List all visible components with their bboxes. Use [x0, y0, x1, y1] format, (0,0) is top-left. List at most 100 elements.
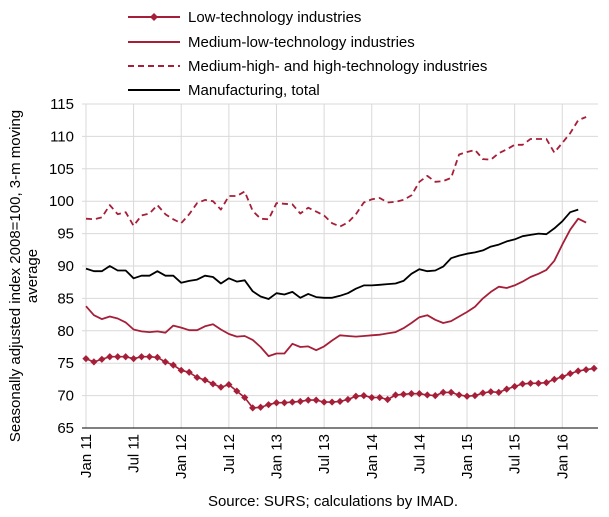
legend: Low-technology industries Medium-low-tech…: [128, 9, 487, 99]
data-point: [415, 390, 423, 398]
data-point: [201, 376, 209, 384]
data-point: [233, 387, 241, 395]
data-point: [257, 403, 265, 411]
data-point: [376, 393, 384, 402]
data-point: [241, 393, 249, 402]
y-tick-label: 95: [57, 226, 74, 243]
data-point: [225, 380, 233, 389]
data-point: [320, 398, 328, 406]
data-point: [511, 382, 519, 391]
data-point: [114, 353, 122, 361]
data-point: [264, 401, 273, 409]
data-point: [82, 355, 90, 363]
data-point: [495, 388, 503, 396]
y-tick-label: 65: [57, 420, 74, 437]
data-point: [407, 390, 416, 398]
series-line-3: [85, 208, 579, 300]
data-point: [209, 380, 217, 388]
y-tick-label: 85: [57, 290, 74, 307]
data-point: [423, 391, 431, 399]
data-point: [336, 397, 344, 406]
x-tick-label: Jan 12: [173, 434, 190, 479]
legend-label: Medium-high- and high-technology industr…: [188, 58, 487, 75]
data-point: [217, 383, 225, 391]
data-point: [280, 399, 289, 407]
data-point: [479, 389, 487, 397]
x-tick-label: Jul 13: [316, 434, 333, 474]
data-point: [193, 373, 201, 382]
y-tick-label: 105: [49, 161, 74, 178]
data-point: [344, 395, 352, 404]
x-tick-label: Jan 16: [554, 434, 571, 479]
axes: 65 70 75 80 85 90 95 100 105 110 115 Jan 11 Jul 11 Ja…: [49, 96, 598, 479]
data-point: [161, 358, 169, 366]
data-point: [463, 392, 471, 400]
data-point: [391, 391, 400, 399]
data-point: [98, 355, 106, 363]
y-tick-label: 70: [57, 388, 74, 405]
data-point: [106, 353, 114, 361]
data-point: [90, 358, 98, 366]
data-point: [288, 398, 296, 406]
data-point: [487, 388, 495, 396]
data-point: [312, 396, 320, 404]
data-point: [177, 366, 185, 374]
data-point: [153, 353, 162, 361]
x-tick-label: Jan 11: [78, 434, 95, 478]
data-point: [296, 397, 304, 406]
series-layer: [82, 116, 598, 412]
legend-label: Medium-low-technology industries: [188, 34, 415, 51]
data-point: [169, 361, 177, 369]
data-point: [368, 393, 376, 402]
legend-label: Manufacturing, total: [188, 82, 320, 99]
data-point: [582, 366, 590, 374]
series-line-2: [85, 116, 587, 228]
data-point: [304, 396, 312, 404]
y-tick-label: 110: [50, 128, 74, 145]
data-point: [526, 379, 535, 387]
data-point: [503, 385, 511, 393]
data-point: [384, 395, 392, 404]
data-point: [590, 364, 598, 372]
series-line-1: [85, 217, 587, 357]
data-point: [542, 379, 550, 387]
source-note: Source: SURS; calculations by IMAD.: [208, 493, 458, 510]
data-point: [145, 353, 154, 361]
x-tick-label: Jul 15: [507, 434, 524, 474]
y-tick-label: 115: [50, 96, 74, 113]
legend-label: Low-technology industries: [188, 9, 361, 26]
data-point: [550, 375, 558, 383]
x-tick-label: Jul 14: [411, 434, 428, 474]
data-point: [185, 368, 193, 376]
data-point: [574, 367, 582, 375]
data-point: [272, 399, 281, 407]
y-axis-title: Seasonally adjusted index 2008=100, 3-m …: [7, 110, 41, 442]
data-point: [455, 391, 463, 399]
data-point: [130, 355, 138, 363]
x-tick-label: Jul 12: [221, 434, 238, 474]
data-point: [534, 379, 543, 387]
data-point: [558, 373, 566, 381]
x-tick-label: Jul 11: [126, 434, 143, 473]
x-tick-label: Jan 14: [364, 434, 381, 479]
data-point: [352, 392, 360, 400]
y-tick-label: 80: [57, 323, 74, 340]
data-point: [399, 390, 408, 398]
data-point: [122, 353, 130, 361]
legend-marker: [150, 13, 158, 21]
x-tick-label: Jan 15: [459, 434, 476, 479]
data-point: [328, 398, 336, 406]
y-tick-label: 90: [57, 258, 74, 275]
data-point: [566, 369, 574, 378]
y-tick-label: 75: [57, 355, 74, 372]
gridlines: [82, 103, 598, 429]
data-point: [471, 392, 479, 400]
x-tick-label: Jan 13: [268, 434, 285, 479]
data-point: [447, 388, 455, 396]
data-point: [137, 353, 146, 361]
data-point: [360, 392, 368, 400]
data-point: [249, 404, 257, 412]
data-point: [439, 388, 447, 396]
data-point: [518, 380, 527, 388]
